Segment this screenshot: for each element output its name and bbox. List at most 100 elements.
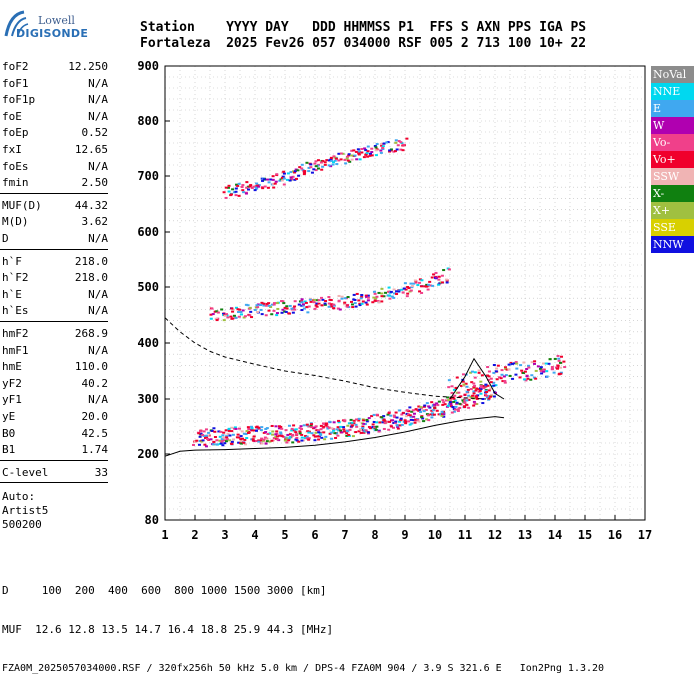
echo-point [467,394,471,397]
echo-point [452,410,456,413]
echo-point [361,425,365,428]
echo-point [364,301,368,304]
echo-point [223,314,227,317]
echo-point [276,435,280,438]
echo-point [295,436,299,439]
echo-point [533,360,537,363]
legend-item-noval: NoVal [651,66,694,83]
echo-point [252,435,256,438]
echo-point [301,169,305,172]
echo-point [389,290,393,293]
param-row-fxi: fxI 12.65 [2,141,108,158]
echo-point [286,433,290,436]
echo-point [383,420,387,423]
echo-point [474,389,478,392]
param-name: foF1p [2,93,36,107]
echo-point [489,377,493,380]
echo-point [365,420,369,423]
echo-point [425,402,429,405]
echo-point [216,317,220,320]
param-value: 12.250 [68,60,108,73]
x-tick-label: 17 [638,528,652,542]
echo-point [215,439,219,442]
param-name: MUF(D) [2,198,42,212]
echo-point [481,402,485,405]
echo-point [218,435,222,438]
echo-point [346,296,350,299]
echo-point [231,317,235,320]
echo-point [539,369,543,372]
echo-point [470,370,474,373]
echo-point [402,143,406,146]
echo-point [310,171,314,174]
echo-point [425,283,429,286]
echo-point [307,305,311,308]
echo-point [366,145,370,148]
echo-point [382,418,386,421]
echo-point [429,284,433,287]
echo-point [353,302,357,305]
echo-point [436,283,440,286]
echo-point [393,150,397,153]
echo-point [256,306,260,309]
param-value: 0.52 [81,126,109,140]
echo-point [392,150,396,153]
x-tick-label: 7 [341,528,348,542]
echo-point [232,314,236,317]
echo-point [264,304,268,307]
echo-point [484,385,488,388]
echo-point [301,303,305,306]
echo-point [370,154,374,157]
echo-point [294,168,298,171]
echo-point [442,415,446,418]
echo-point [285,441,289,444]
x-tick-label: 4 [251,528,258,542]
param-name: foE [2,109,22,123]
echo-point [234,427,238,430]
echo-point [197,432,201,435]
echo-point [377,430,381,433]
echo-point [225,435,229,438]
echo-point [363,423,367,426]
echo-point [255,310,259,313]
echo-point [229,315,233,318]
echo-point [224,196,228,199]
echo-point [203,443,207,446]
echo-point [343,419,347,422]
echo-point [357,430,361,433]
echo-point [230,440,234,443]
echo-point [530,361,534,364]
echo-point [455,391,459,394]
echo-point [418,408,422,411]
echo-point [338,308,342,311]
echo-point [430,409,434,412]
x-tick-label: 13 [518,528,532,542]
echo-point [223,439,227,442]
echo-point [229,193,233,196]
echo-point [412,415,416,418]
echo-point [339,152,343,155]
echo-point [563,366,567,369]
echo-point [298,427,302,430]
echo-point [261,179,265,182]
echo-point [489,381,493,384]
echo-point [366,155,370,158]
echo-point [321,160,325,163]
echo-point [315,305,319,308]
echo-point [293,170,297,173]
echo-point [492,381,496,384]
echo-point [334,157,338,160]
echo-point [374,297,378,300]
echo-point [316,159,320,162]
echo-point [222,319,226,322]
echo-point [559,366,563,369]
echo-point [430,416,434,419]
echo-point [386,141,390,144]
echo-point [435,409,439,412]
echo-point [283,439,287,442]
echo-point [390,295,394,298]
echo-point [472,404,476,407]
echo-point [559,372,563,375]
echo-point [251,429,255,432]
echo-point [500,369,504,372]
